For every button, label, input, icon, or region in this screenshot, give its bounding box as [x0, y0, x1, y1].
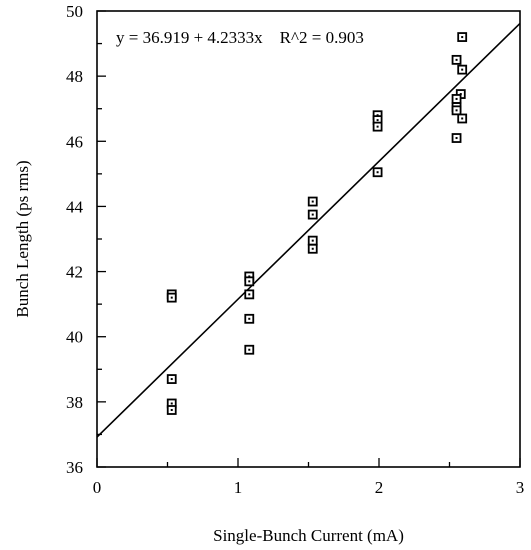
data-point-dot: [170, 409, 173, 411]
data-point: [451, 133, 462, 143]
data-point: [307, 196, 318, 207]
data-point: [457, 113, 468, 124]
x-tick-label: 1: [234, 478, 243, 497]
data-point: [372, 167, 383, 178]
data-point: [451, 94, 462, 104]
data-point: [307, 243, 318, 254]
data-point-dot: [376, 171, 379, 174]
x-tick-label: 0: [93, 478, 102, 497]
data-point-dot: [311, 200, 314, 203]
fit-line: [96, 22, 521, 438]
y-tick-label: 40: [66, 328, 83, 347]
data-point: [166, 292, 177, 303]
data-point-dot: [376, 119, 379, 122]
data-point-dot: [461, 68, 464, 71]
data-point: [457, 64, 468, 75]
y-tick-label: 42: [66, 263, 83, 282]
regression-annotation: y = 36.919 + 4.2333x R^2 = 0.903: [116, 28, 364, 47]
data-point: [244, 313, 255, 324]
fit-line-group: [96, 22, 521, 438]
data-point: [307, 235, 318, 246]
data-point: [244, 276, 255, 287]
data-point-dot: [248, 293, 251, 296]
data-point: [372, 121, 383, 132]
data-point-dot: [170, 402, 173, 405]
data-point-dot: [455, 137, 458, 140]
x-tick-label: 2: [375, 478, 384, 497]
data-point-dot: [311, 213, 314, 216]
y-tick-label: 38: [66, 393, 83, 412]
data-point-dot: [461, 117, 464, 120]
data-point: [451, 54, 462, 65]
data-point: [307, 209, 318, 220]
data-point: [166, 405, 177, 415]
y-tick-label: 36: [66, 458, 83, 477]
x-tick-label: 3: [516, 478, 525, 497]
data-point-dot: [455, 109, 458, 112]
y-tick-label: 50: [66, 2, 83, 21]
data-point-dot: [455, 58, 458, 61]
data-point: [244, 289, 255, 300]
data-point-dot: [170, 378, 173, 381]
data-points: [166, 32, 468, 415]
data-point: [244, 344, 255, 355]
data-point-dot: [461, 36, 464, 39]
data-point-dot: [376, 125, 379, 128]
axis-ticks: [96, 10, 521, 468]
data-point-dot: [455, 97, 458, 100]
data-point: [451, 105, 462, 116]
data-point-dot: [248, 317, 251, 320]
data-point-dot: [311, 247, 314, 250]
data-point-dot: [170, 296, 173, 299]
y-axis-label: Bunch Length (ps rms): [13, 160, 32, 317]
y-tick-label: 46: [66, 132, 83, 151]
tick-labels: 36 38 40 42 44 46 48 50 0 1 2 3: [66, 2, 524, 497]
data-point-dot: [248, 280, 251, 283]
data-point: [457, 32, 468, 42]
data-point: [166, 374, 177, 384]
data-point-dot: [311, 239, 314, 242]
y-tick-label: 48: [66, 67, 83, 86]
y-tick-label: 44: [66, 197, 84, 216]
x-axis-label: Single-Bunch Current (mA): [213, 526, 404, 545]
data-point-dot: [248, 348, 251, 351]
